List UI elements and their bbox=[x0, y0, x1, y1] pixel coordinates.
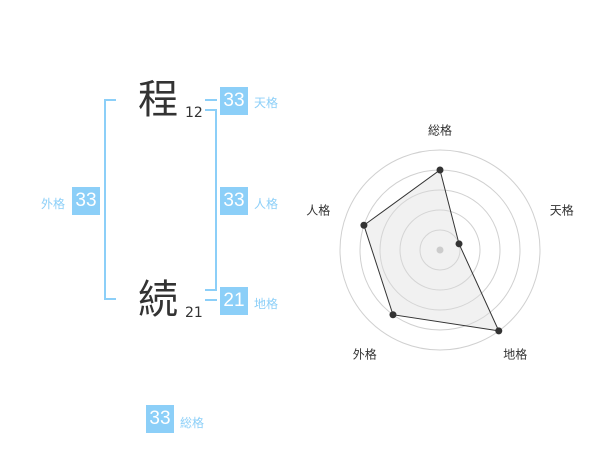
surname-char: 程 bbox=[138, 77, 178, 123]
data-point bbox=[389, 311, 397, 319]
jinkaku-bracket bbox=[215, 109, 217, 291]
grid-ring bbox=[399, 209, 481, 291]
chikaku-connector bbox=[205, 299, 217, 301]
axis-label: 天格 bbox=[549, 203, 574, 218]
tenkaku-label: 天格 bbox=[254, 96, 279, 110]
axis-label: 地格 bbox=[503, 347, 528, 362]
given-char: 続 bbox=[138, 277, 178, 323]
radar-area bbox=[363, 169, 500, 332]
gaikaku-bracket bbox=[104, 99, 106, 300]
tenkaku-connector bbox=[205, 99, 217, 101]
given-strokes: 21 bbox=[185, 305, 203, 321]
gaikaku-label: 外格 bbox=[41, 197, 66, 211]
chikaku-value: 21 bbox=[220, 287, 248, 315]
bracket-tick bbox=[104, 298, 116, 300]
bracket-tick bbox=[104, 99, 116, 101]
surname-strokes: 12 bbox=[185, 105, 203, 121]
grid-ring bbox=[339, 149, 541, 351]
grid-ring bbox=[419, 229, 461, 271]
chikaku-label: 地格 bbox=[254, 297, 279, 311]
bracket-tick bbox=[205, 109, 217, 111]
jinkaku-label: 人格 bbox=[254, 197, 279, 211]
center-dot bbox=[436, 246, 444, 254]
soukaku-label: 総格 bbox=[180, 416, 205, 430]
data-point bbox=[455, 240, 463, 248]
data-point bbox=[360, 221, 368, 229]
axis-label: 人格 bbox=[306, 203, 331, 218]
axis-label: 総格 bbox=[427, 123, 453, 138]
grid-ring bbox=[379, 189, 501, 311]
data-point bbox=[436, 166, 444, 174]
bracket-tick bbox=[205, 289, 217, 291]
jinkaku-value: 33 bbox=[220, 187, 248, 215]
axis-label: 外格 bbox=[352, 347, 377, 362]
data-point bbox=[495, 327, 503, 335]
soukaku-value: 33 bbox=[146, 405, 174, 433]
gaikaku-value: 33 bbox=[72, 187, 100, 215]
tenkaku-value: 33 bbox=[220, 87, 248, 115]
